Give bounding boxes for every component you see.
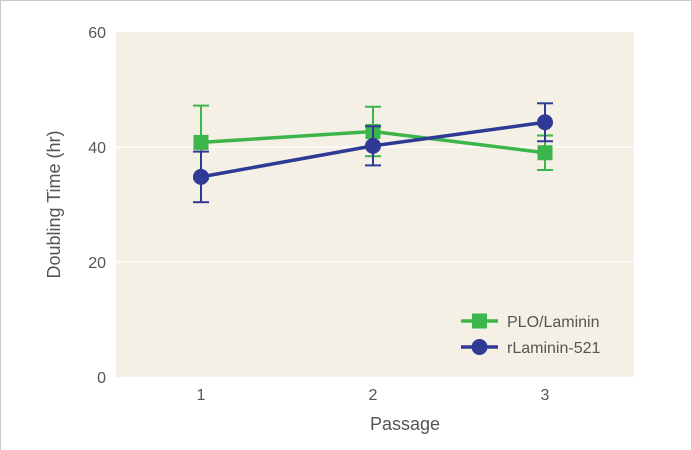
frame-top-border xyxy=(0,0,692,1)
series-layer xyxy=(193,102,553,204)
data-point xyxy=(537,145,553,161)
plot-area xyxy=(116,32,634,377)
y-tick-label: 0 xyxy=(97,370,106,387)
legend-item: rLaminin-521 xyxy=(461,339,600,357)
series-rlaminin-521 xyxy=(193,102,553,204)
x-tick-label: 1 xyxy=(197,387,206,404)
legend: PLO/Laminin rLaminin-521 xyxy=(461,313,600,357)
x-tick-label: 2 xyxy=(369,387,378,404)
y-tick-label: 40 xyxy=(88,140,106,157)
legend-label: PLO/Laminin xyxy=(507,314,600,331)
y-tick-label: 60 xyxy=(88,25,106,42)
legend-item: PLO/Laminin xyxy=(461,313,600,331)
legend-label: rLaminin-521 xyxy=(507,340,600,357)
data-point xyxy=(193,134,209,150)
legend-marker xyxy=(472,313,487,329)
y-tick-label: 20 xyxy=(88,255,106,272)
data-point xyxy=(365,137,381,154)
legend-marker xyxy=(471,339,488,355)
x-axis-title: Passage xyxy=(370,414,440,434)
y-axis-title: Doubling Time (hr) xyxy=(44,130,64,278)
data-point xyxy=(193,168,209,185)
x-axis-ticks: 1 2 3 xyxy=(197,387,550,404)
data-point xyxy=(537,114,553,131)
y-axis-ticks: 0 20 40 60 xyxy=(88,25,106,387)
frame-left-border xyxy=(0,0,1,450)
x-tick-label: 3 xyxy=(541,387,550,404)
